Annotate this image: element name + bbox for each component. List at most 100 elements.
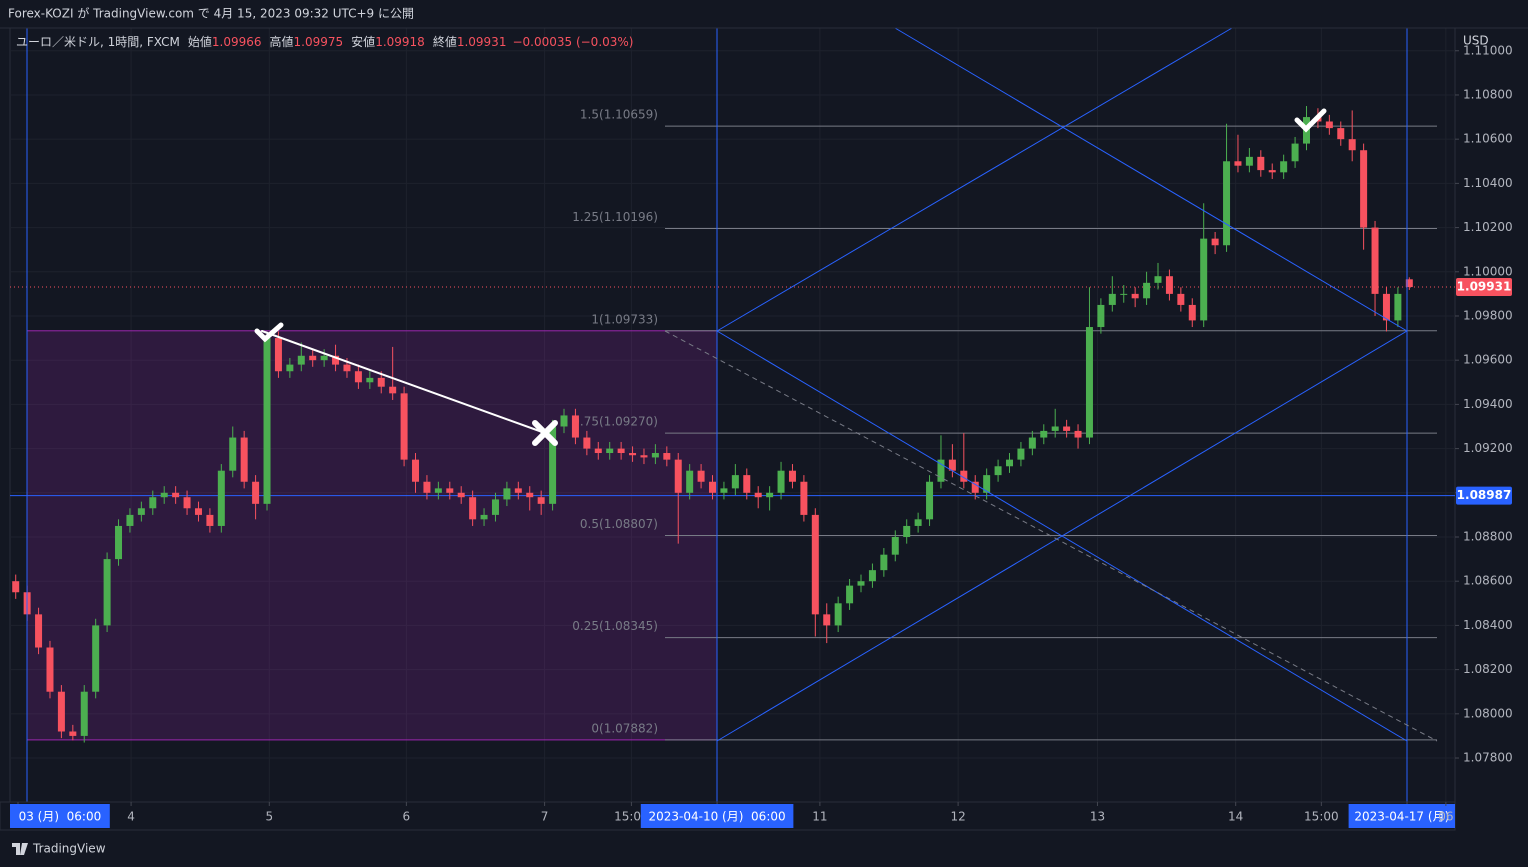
candle-body: [937, 459, 945, 482]
candle-body: [846, 585, 854, 604]
time-highlight: [1348, 804, 1455, 828]
logo: [12, 843, 28, 855]
candle-body: [526, 492, 534, 498]
candle-body: [412, 459, 420, 482]
candle-body: [560, 415, 568, 427]
candle-body: [629, 453, 637, 456]
x-tick-label: 15:00: [1304, 810, 1339, 824]
currency-label: USD: [1463, 34, 1489, 48]
candle-body: [903, 525, 911, 538]
candle-body: [274, 338, 282, 372]
candle-body: [1017, 448, 1025, 460]
y-tick-label: 1.10000: [1463, 264, 1513, 278]
plot-area: [9, 27, 1456, 803]
candle-body: [46, 647, 54, 692]
fib-label: 0.75(1.09270): [572, 415, 658, 429]
candle-body: [834, 603, 842, 626]
y-tick-label: 1.09600: [1463, 353, 1513, 367]
candle-body: [297, 355, 305, 365]
candle-body: [1337, 128, 1345, 140]
candle-body: [1394, 293, 1402, 321]
candle-body: [1234, 161, 1242, 166]
legend-item: 1.09931: [457, 35, 507, 49]
candle-body: [948, 459, 956, 471]
candle-body: [149, 497, 157, 509]
cross-mark: [532, 420, 558, 446]
x-tick-label: 03 (月) 06:00: [19, 810, 102, 824]
candle-body: [480, 514, 488, 520]
candle-body: [115, 525, 123, 560]
candle-body: [1291, 143, 1299, 162]
candle-body: [343, 364, 351, 372]
y-tick-label: 1.09800: [1463, 308, 1513, 322]
legend: ユーロ／米ドル, 1時間, FXCM 始値1.09966 高値1.09975 安値1.…: [16, 34, 633, 49]
candle-body: [172, 492, 180, 498]
candle-body: [183, 497, 191, 509]
y-tick-label: 1.08400: [1463, 618, 1513, 632]
candle-body: [57, 691, 65, 732]
time-highlight: [10, 804, 110, 828]
candle-body: [640, 455, 648, 458]
y-tick-label: 1.08200: [1463, 662, 1513, 676]
candle-body: [1085, 327, 1093, 438]
candle-body: [229, 437, 237, 471]
candle-body: [926, 481, 934, 520]
candle-body: [389, 386, 397, 394]
fib-label: 1(1.09733): [591, 312, 658, 326]
dashed-line: [664, 330, 1438, 742]
candle-body: [1108, 293, 1116, 305]
legend-item: 1.09975: [294, 35, 344, 49]
y-tick-label: 1.10800: [1463, 87, 1513, 101]
candle-body: [571, 415, 579, 438]
candle-body: [354, 371, 362, 383]
candle-body: [423, 481, 431, 493]
x-tick-label: 15:00: [614, 810, 649, 824]
candle-body: [617, 448, 625, 454]
candle-body: [252, 481, 260, 504]
y-tick-label: 1.07800: [1463, 751, 1513, 765]
candle-body: [160, 492, 168, 498]
candle-body: [811, 514, 819, 615]
candle-body: [857, 581, 865, 586]
candle-body: [126, 514, 134, 526]
candle-body: [194, 508, 202, 515]
candle-body: [1211, 238, 1219, 246]
published-text: Forex-KOZI が TradingView.com で 4月 15, 20…: [8, 6, 414, 21]
candle-body: [137, 508, 145, 515]
candle-body: [286, 364, 294, 372]
fib-zone: [26, 330, 718, 741]
candle-body: [1154, 276, 1162, 283]
candle-body: [754, 492, 762, 498]
candle-body: [320, 355, 328, 361]
y-tick-label: 1.08600: [1463, 574, 1513, 588]
y-tick-label: 1.10200: [1463, 220, 1513, 234]
candle-body: [800, 481, 808, 515]
y-tick-label: 1.10600: [1463, 132, 1513, 146]
candles: [12, 106, 1413, 743]
candle-body: [92, 625, 100, 692]
candle-body: [777, 470, 785, 493]
candle-body: [1040, 430, 1048, 438]
candle-body: [651, 453, 659, 458]
candle-body: [606, 448, 614, 454]
legend-item: 始値: [188, 34, 212, 49]
candle-body: [377, 377, 385, 387]
y-tick-label: 1.10400: [1463, 176, 1513, 190]
grid: [10, 28, 1455, 802]
candle-body: [434, 488, 442, 493]
y-tick-label: 1.11000: [1463, 43, 1513, 57]
candle-body: [788, 470, 796, 482]
candle-body: [491, 499, 499, 515]
candle-body: [1245, 156, 1253, 166]
candle-body: [469, 497, 477, 520]
candle-body: [1280, 161, 1288, 173]
candle-body: [1051, 426, 1059, 431]
candle-body: [1268, 170, 1276, 173]
candle-body: [891, 537, 899, 555]
candle-body: [914, 519, 922, 526]
candle-body: [309, 355, 317, 361]
candle-body: [80, 691, 88, 736]
candle-body: [514, 488, 522, 493]
legend-item: 高値: [270, 34, 294, 49]
x-tick-label: 4: [127, 810, 135, 824]
